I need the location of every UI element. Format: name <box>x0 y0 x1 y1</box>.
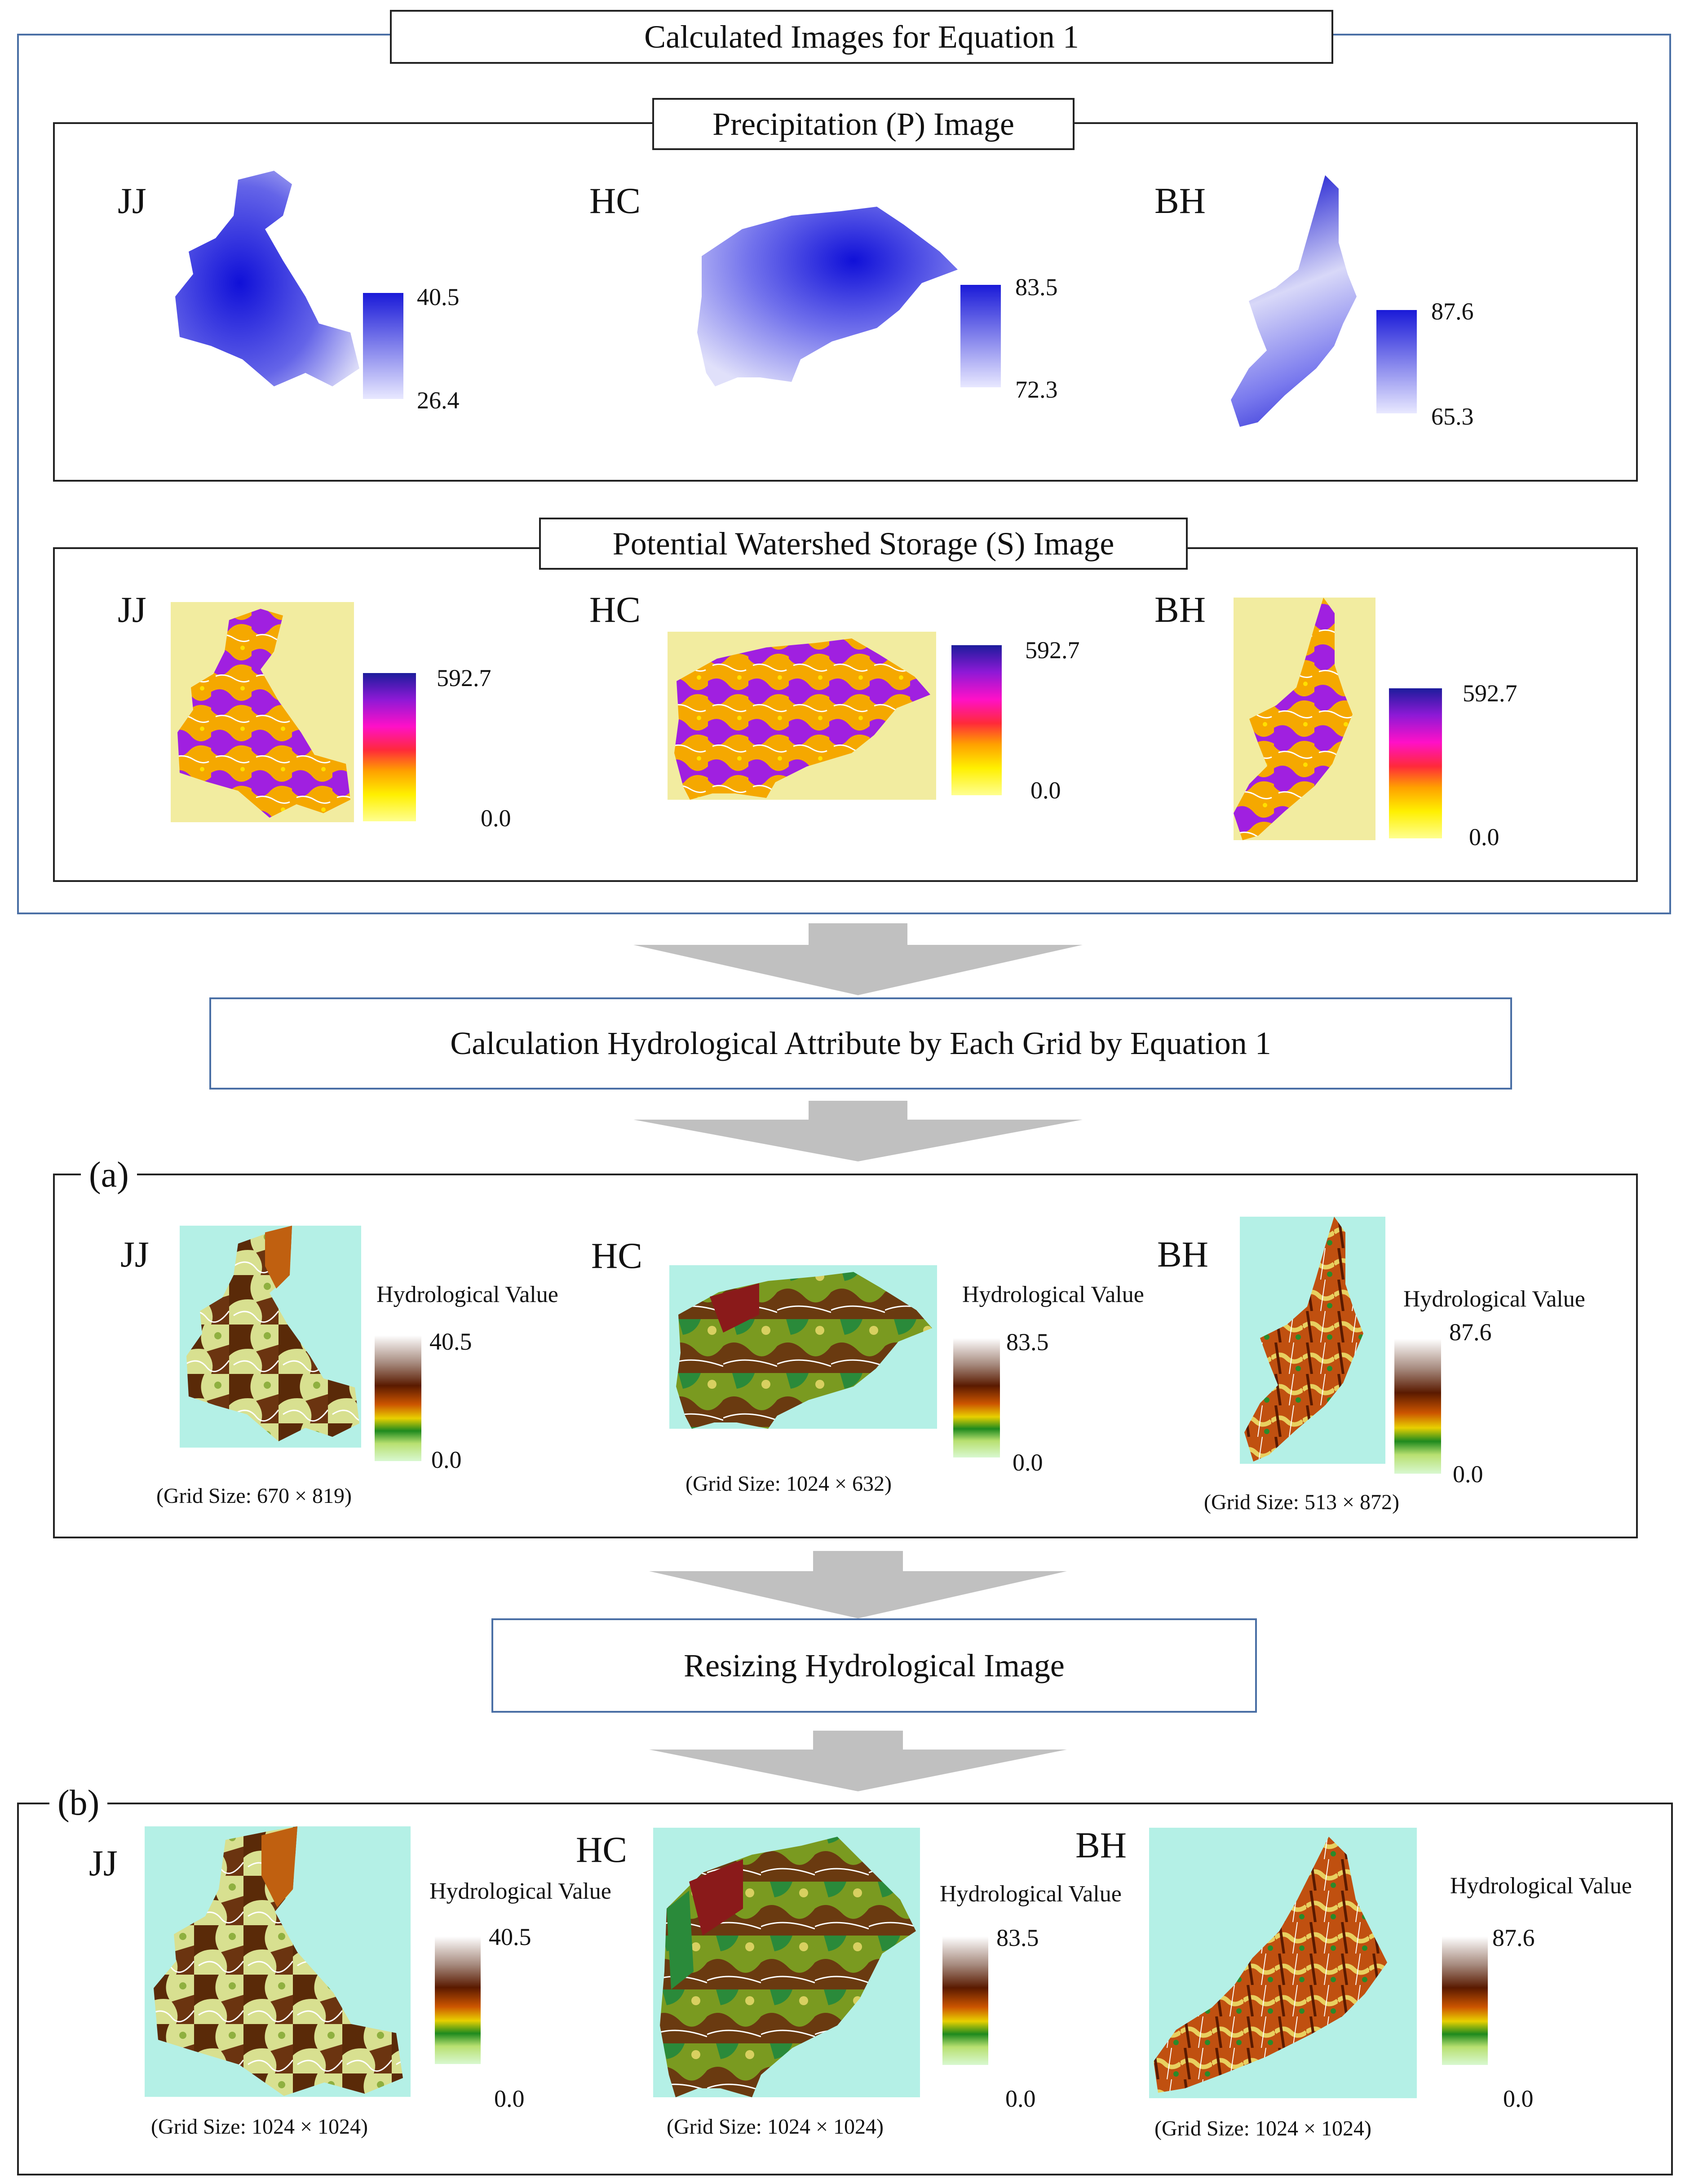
panel-a-label: (a) <box>81 1155 137 1196</box>
storage-min-bh: 0.0 <box>1469 824 1499 851</box>
storage-max-bh: 592.7 <box>1463 680 1517 707</box>
storage-site-bh: BH <box>1154 589 1206 630</box>
storage-max-hc: 592.7 <box>1025 637 1080 664</box>
precip-max-jj: 40.5 <box>417 284 460 310</box>
b-legend-title-bh: Hydrological Value <box>1450 1873 1632 1899</box>
a-grid-size-hc: (Grid Size: 1024 × 632) <box>685 1472 892 1496</box>
precip-max-bh: 87.6 <box>1431 298 1474 325</box>
precip-max-hc: 83.5 <box>1015 274 1058 301</box>
a-max-hc: 83.5 <box>1006 1329 1049 1356</box>
calculation-step-box: Calculation Hydrological Attribute by Ea… <box>209 997 1512 1090</box>
b-legend-title-jj: Hydrological Value <box>429 1878 611 1904</box>
panel-b-label: (b) <box>49 1783 108 1824</box>
a-site-hc: HC <box>591 1235 642 1276</box>
b-min-bh: 0.0 <box>1503 2085 1534 2112</box>
down-arrow-4 <box>649 1731 1067 1791</box>
b-grid-size-hc: (Grid Size: 1024 × 1024) <box>667 2115 884 2139</box>
precip-min-jj: 26.4 <box>417 387 460 414</box>
precip-bar-hc <box>960 285 1001 387</box>
a-map-bh <box>1240 1217 1385 1464</box>
a-legend-title-hc: Hydrological Value <box>962 1282 1144 1307</box>
storage-map-bh <box>1234 598 1375 840</box>
storage-bar-hc <box>951 645 1002 795</box>
a-legend-title-jj: Hydrological Value <box>376 1282 558 1307</box>
b-min-jj: 0.0 <box>494 2085 525 2112</box>
b-site-bh: BH <box>1075 1825 1127 1865</box>
b-max-jj: 40.5 <box>489 1923 531 1950</box>
storage-map-hc <box>668 632 936 800</box>
storage-min-jj: 0.0 <box>481 805 511 832</box>
precip-bar-jj <box>363 293 403 399</box>
b-site-hc: HC <box>576 1829 627 1870</box>
a-min-bh: 0.0 <box>1453 1461 1483 1488</box>
precip-min-bh: 65.3 <box>1431 403 1474 430</box>
storage-max-jj: 592.7 <box>437 665 491 691</box>
b-site-jj: JJ <box>89 1843 118 1883</box>
a-site-bh: BH <box>1157 1234 1208 1275</box>
resizing-step-box: Resizing Hydrological Image <box>491 1618 1257 1713</box>
precip-site-jj: JJ <box>118 180 146 221</box>
precip-site-hc: HC <box>589 180 641 221</box>
b-grid-size-jj: (Grid Size: 1024 × 1024) <box>151 2115 368 2139</box>
a-bar-bh <box>1394 1339 1441 1474</box>
b-bar-hc <box>942 1936 988 2065</box>
storage-header: Potential Watershed Storage (S) Image <box>539 518 1188 570</box>
a-bar-hc <box>953 1338 1000 1457</box>
precip-map-bh <box>1231 175 1357 427</box>
b-max-hc: 83.5 <box>996 1924 1039 1951</box>
main-title: Calculated Images for Equation 1 <box>390 10 1333 64</box>
a-map-jj <box>180 1226 361 1448</box>
b-bar-bh <box>1442 1936 1488 2065</box>
b-max-bh: 87.6 <box>1492 1924 1535 1951</box>
a-max-jj: 40.5 <box>429 1328 472 1355</box>
precip-bar-bh <box>1376 310 1417 413</box>
b-legend-title-hc: Hydrological Value <box>940 1881 1122 1907</box>
precipitation-header: Precipitation (P) Image <box>652 98 1075 150</box>
a-legend-title-bh: Hydrological Value <box>1403 1286 1585 1312</box>
b-map-bh <box>1149 1828 1417 2098</box>
storage-min-hc: 0.0 <box>1030 777 1061 804</box>
b-map-jj <box>145 1826 411 2097</box>
storage-bar-bh <box>1389 688 1442 838</box>
precip-map-jj <box>175 171 359 386</box>
a-min-jj: 0.0 <box>431 1446 462 1473</box>
storage-bar-jj <box>363 673 416 821</box>
a-grid-size-bh: (Grid Size: 513 × 872) <box>1204 1490 1399 1514</box>
a-grid-size-jj: (Grid Size: 670 × 819) <box>156 1484 352 1508</box>
storage-site-jj: JJ <box>118 589 146 630</box>
precip-min-hc: 72.3 <box>1015 376 1058 403</box>
precip-site-bh: BH <box>1154 180 1206 221</box>
a-min-hc: 0.0 <box>1013 1449 1043 1476</box>
a-bar-jj <box>375 1335 421 1461</box>
a-map-hc <box>669 1265 937 1429</box>
precip-map-hc <box>697 207 958 386</box>
a-site-jj: JJ <box>120 1234 149 1275</box>
b-bar-jj <box>435 1936 481 2064</box>
b-grid-size-bh: (Grid Size: 1024 × 1024) <box>1154 2117 1371 2140</box>
storage-map-jj <box>171 602 354 822</box>
down-arrow-3 <box>649 1551 1067 1618</box>
down-arrow-2 <box>633 1101 1083 1161</box>
storage-site-hc: HC <box>589 589 641 630</box>
a-max-bh: 87.6 <box>1449 1319 1492 1346</box>
b-min-hc: 0.0 <box>1005 2085 1036 2112</box>
down-arrow-1 <box>633 923 1083 995</box>
b-map-hc <box>653 1828 920 2097</box>
